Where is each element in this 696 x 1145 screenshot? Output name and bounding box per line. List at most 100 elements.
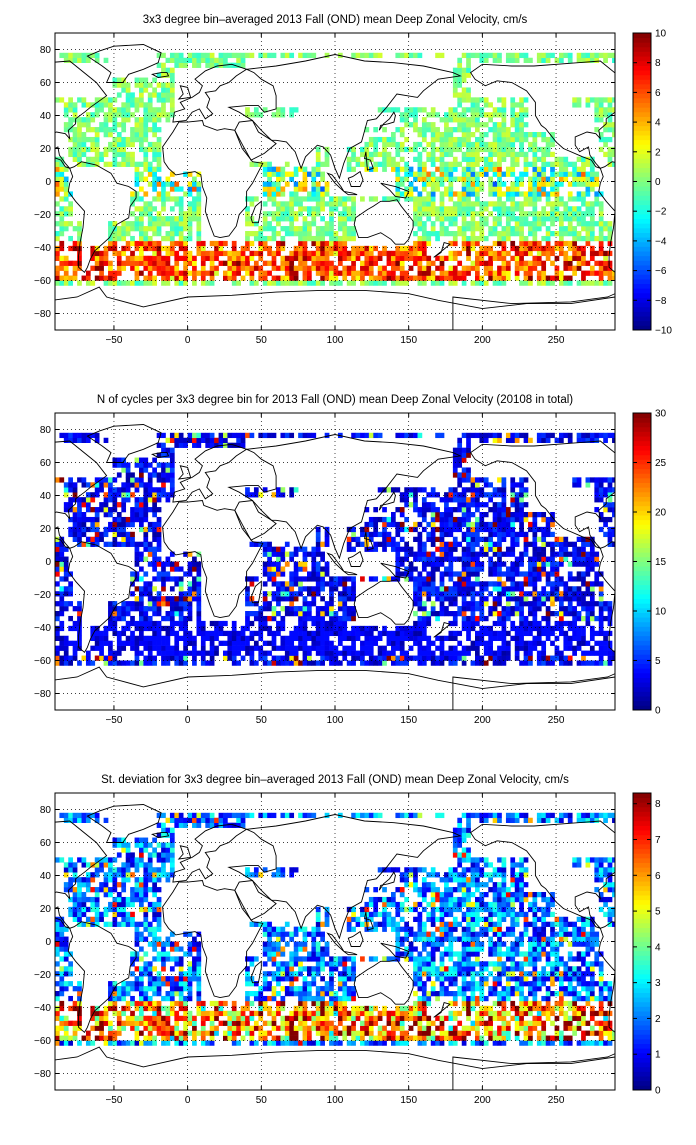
colorbar-segment [633,242,651,247]
bin-cell [448,591,453,596]
bin-cell [285,281,290,286]
bin-cell [152,92,157,97]
bin-cell [139,127,144,132]
bin-cell [90,497,95,502]
bin-cell [55,616,60,621]
bin-cell [152,458,157,463]
bin-cell [157,492,162,497]
bin-cell [448,142,453,147]
bin-cell [188,256,193,261]
bin-cell [475,271,480,276]
bin-cell [559,281,564,286]
bin-cell [413,631,418,636]
bin-cell [506,566,511,571]
bin-cell [404,552,409,557]
bin-cell [347,251,352,256]
bin-cell [440,661,445,666]
bin-cell [431,537,436,542]
bin-cell [555,186,560,191]
bin-cell [130,542,135,547]
bin-cell [590,206,595,211]
bin-cell [422,606,427,611]
bin-cell [563,162,568,167]
bin-cell [510,532,515,537]
bin-cell [493,182,498,187]
bin-cell [404,651,409,656]
bin-cell [457,78,462,83]
bin-cell [484,601,489,606]
colorbar-segment [633,260,651,265]
bin-cell [267,236,272,241]
bin-cell [440,216,445,221]
bin-cell [298,241,303,246]
bin-cell [201,256,206,261]
bin-cell [316,651,321,656]
bin-cell [232,241,237,246]
bin-cell [112,281,117,286]
bin-cell [157,107,162,112]
bin-cell [152,497,157,502]
bin-cell [555,157,560,162]
bin-cell [466,196,471,201]
bin-cell [448,547,453,552]
bin-cell [466,142,471,147]
bin-cell [400,512,405,517]
bin-cell [422,616,427,621]
bin-cell [99,271,104,276]
bin-cell [378,487,383,492]
bin-cell [303,641,308,646]
bin-cell [276,221,281,226]
bin-cell [59,557,64,562]
bin-cell [152,646,157,651]
bin-cell [479,586,484,591]
bin-cell [139,651,144,656]
bin-cell [157,152,162,157]
bin-cell [502,226,507,231]
bin-cell [581,221,586,226]
bin-cell [338,606,343,611]
bin-cell [285,636,290,641]
bin-cell [143,177,148,182]
colorbar-tick-label: 0 [655,177,661,188]
bin-cell [161,596,166,601]
bin-cell [528,211,533,216]
bin-cell [541,206,546,211]
bin-cell [152,467,157,472]
bin-cell [73,276,78,281]
bin-cell [267,542,272,547]
bin-cell [413,216,418,221]
bin-cell [541,162,546,167]
bin-cell [590,256,595,261]
bin-cell [484,261,489,266]
bin-cell [161,626,166,631]
bin-cell [121,631,126,636]
bin-cell [409,112,414,117]
bin-cell [183,651,188,656]
bin-cell [506,261,511,266]
bin-cell [166,177,171,182]
bin-cell [148,92,153,97]
bin-cell [157,601,162,606]
bin-cell [135,641,140,646]
bin-cell [152,502,157,507]
bin-cell [586,201,591,206]
cycle-count-map: N of cycles per 3x3 degree bin for 2013 … [0,380,696,760]
bin-cell [440,547,445,552]
bin-cell [311,281,316,286]
bin-cell [316,586,321,591]
bin-cell [108,651,113,656]
bin-cell [413,502,418,507]
bin-cell [586,162,591,167]
bin-cell [170,576,175,581]
bin-cell [73,532,78,537]
bin-cell [280,492,285,497]
bin-cell [382,547,387,552]
bin-cell [590,281,595,286]
bin-cell [373,162,378,167]
bin-cell [448,162,453,167]
bin-cell [148,636,153,641]
bin-cell [559,276,564,281]
bin-cell [444,206,449,211]
bin-cell [241,246,246,251]
bin-cell [329,601,334,606]
